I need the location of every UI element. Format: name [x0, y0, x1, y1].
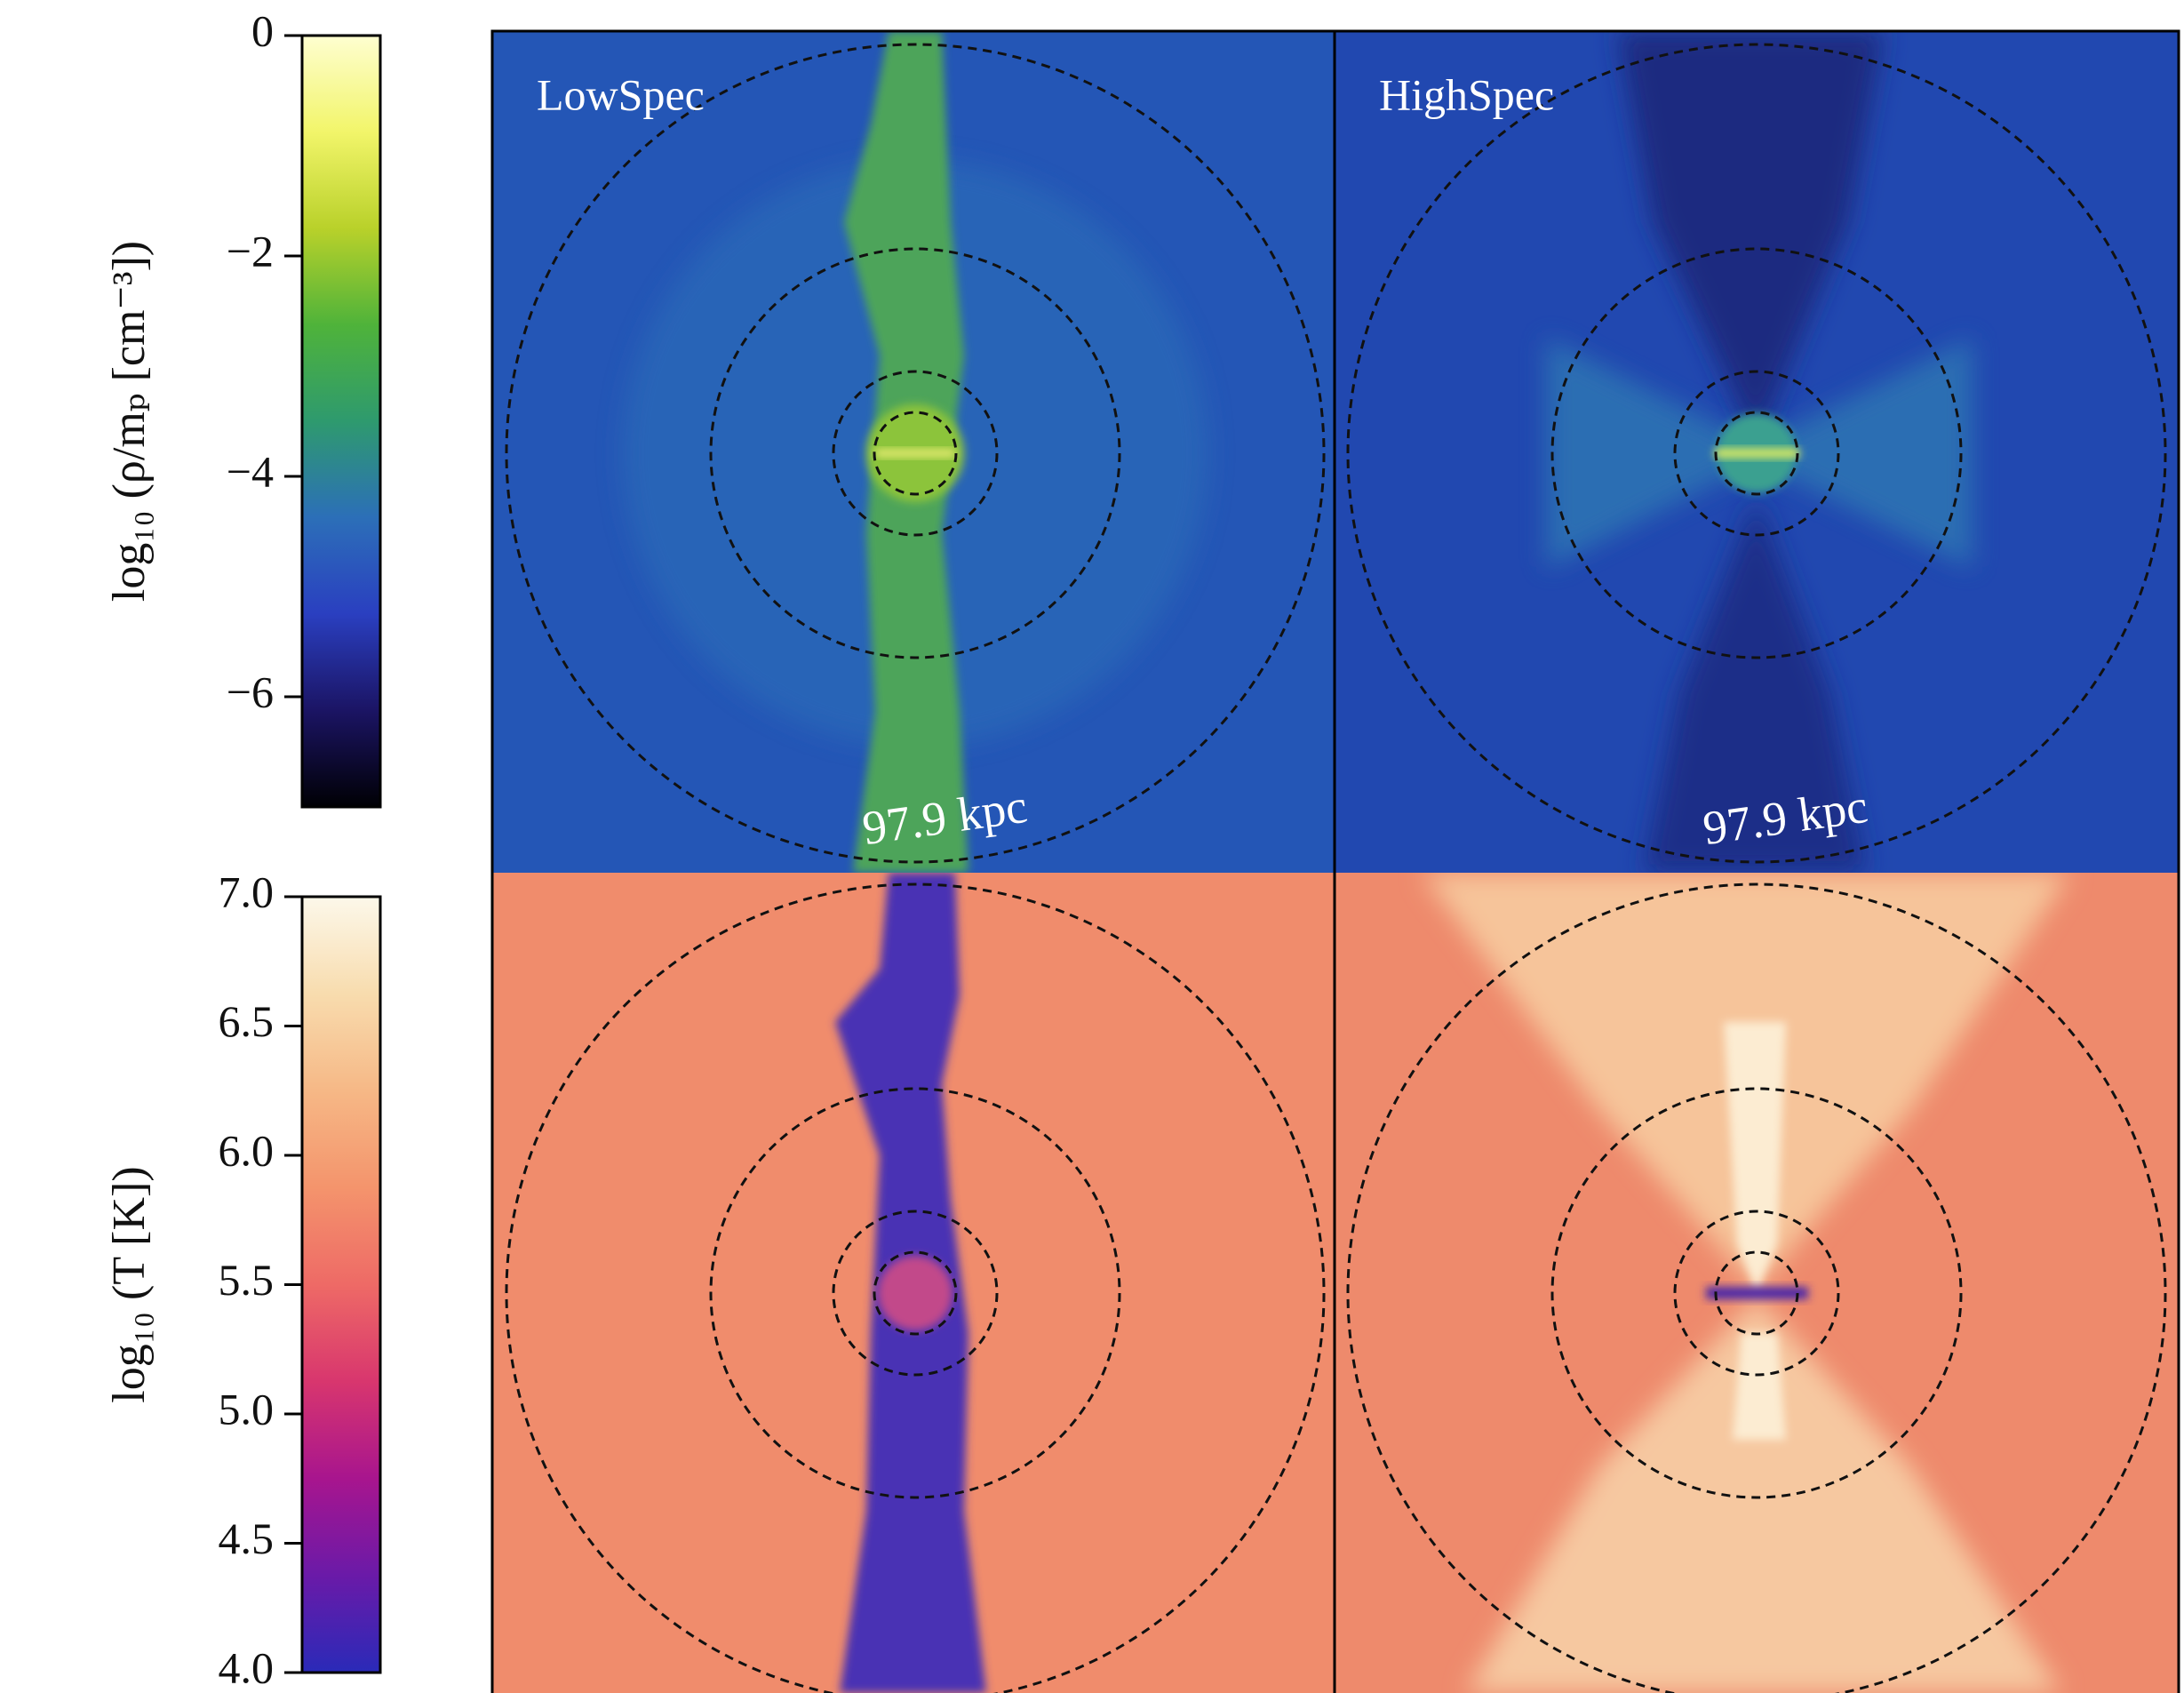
panel-density-low [492, 31, 1335, 873]
tick-label: 4.0 [219, 1642, 275, 1692]
panel-temp-low [492, 873, 1335, 1693]
colorbar [302, 36, 380, 807]
tick-label: 5.0 [219, 1384, 275, 1433]
colorbar-label: log₁₀ (ρ/mₚ [cm⁻³]) [104, 241, 155, 602]
tick-label: −6 [227, 667, 274, 716]
tick-label: 5.5 [219, 1255, 275, 1305]
panel-label: HighSpec [1379, 69, 1554, 119]
tick-label: 7.0 [219, 866, 275, 916]
panel-label: LowSpec [537, 69, 705, 119]
tick-label: 4.5 [219, 1513, 275, 1563]
panel-density-high [1335, 31, 2179, 873]
colorbar [302, 897, 380, 1673]
tick-label: 6.5 [219, 996, 275, 1046]
panel-temp-high [1335, 873, 2179, 1693]
tick-label: −2 [227, 226, 274, 276]
page: {"chart_data": [ {"type": "colorbar", "y… [0, 0, 2184, 1693]
tick-label: 6.0 [219, 1125, 275, 1175]
tick-label: −4 [227, 446, 274, 496]
colorbar-label: log₁₀ (T [K]) [104, 1166, 155, 1402]
figure: LowSpec HighSpec 97.9 kpc 97.9 kpc 0−2−4… [0, 0, 2184, 1693]
tick-label: 0 [251, 5, 274, 55]
